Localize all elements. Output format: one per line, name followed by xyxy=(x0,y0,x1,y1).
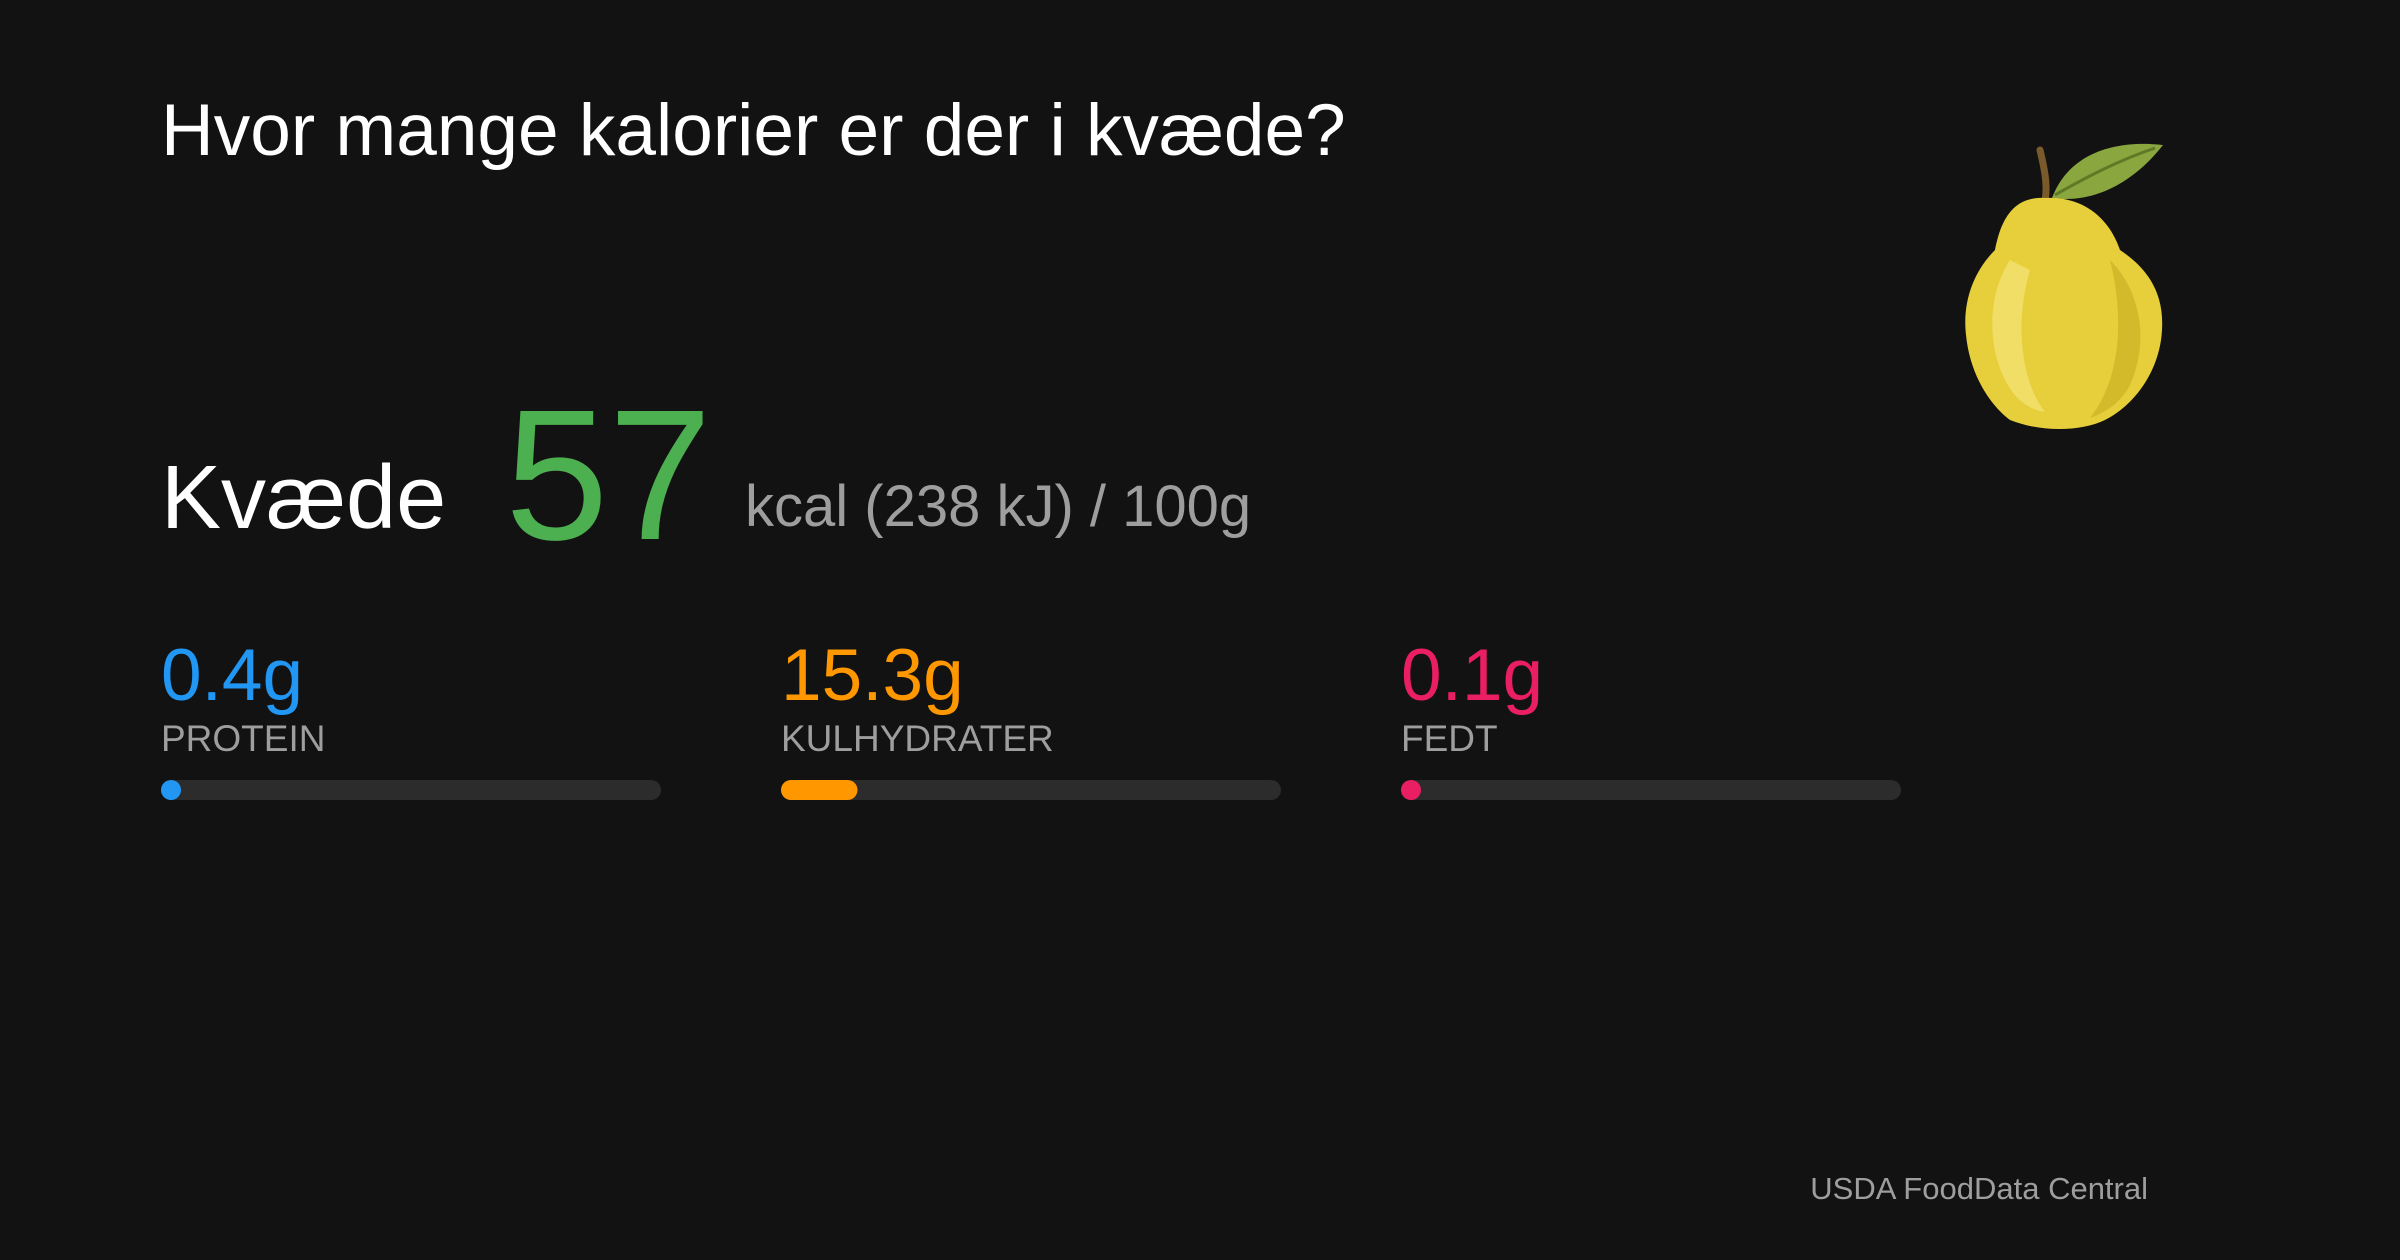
macro-name: FEDT xyxy=(1401,718,1498,759)
calories: 57 xyxy=(505,372,712,579)
macro-bar xyxy=(781,780,858,800)
macro-track xyxy=(161,780,661,800)
macro-name: PROTEIN xyxy=(161,718,325,759)
macro-track xyxy=(781,780,1281,800)
quince-illustration xyxy=(1965,143,2163,429)
macro-value: 15.3g xyxy=(781,635,964,716)
source: USDA FoodData Central xyxy=(1810,1171,2148,1206)
title: Hvor mange kalorier er der i kvæde? xyxy=(161,90,1346,171)
macro-bar xyxy=(161,780,181,800)
macro-value: 0.4g xyxy=(161,635,303,716)
calorie-unit: kcal (238 kJ) / 100g xyxy=(745,474,1251,539)
macro-name: KULHYDRATER xyxy=(781,718,1054,759)
macro-value: 0.1g xyxy=(1401,635,1543,716)
macro-bar xyxy=(1401,780,1421,800)
macro-track xyxy=(1401,780,1901,800)
food-name: Kvæde xyxy=(161,448,446,548)
